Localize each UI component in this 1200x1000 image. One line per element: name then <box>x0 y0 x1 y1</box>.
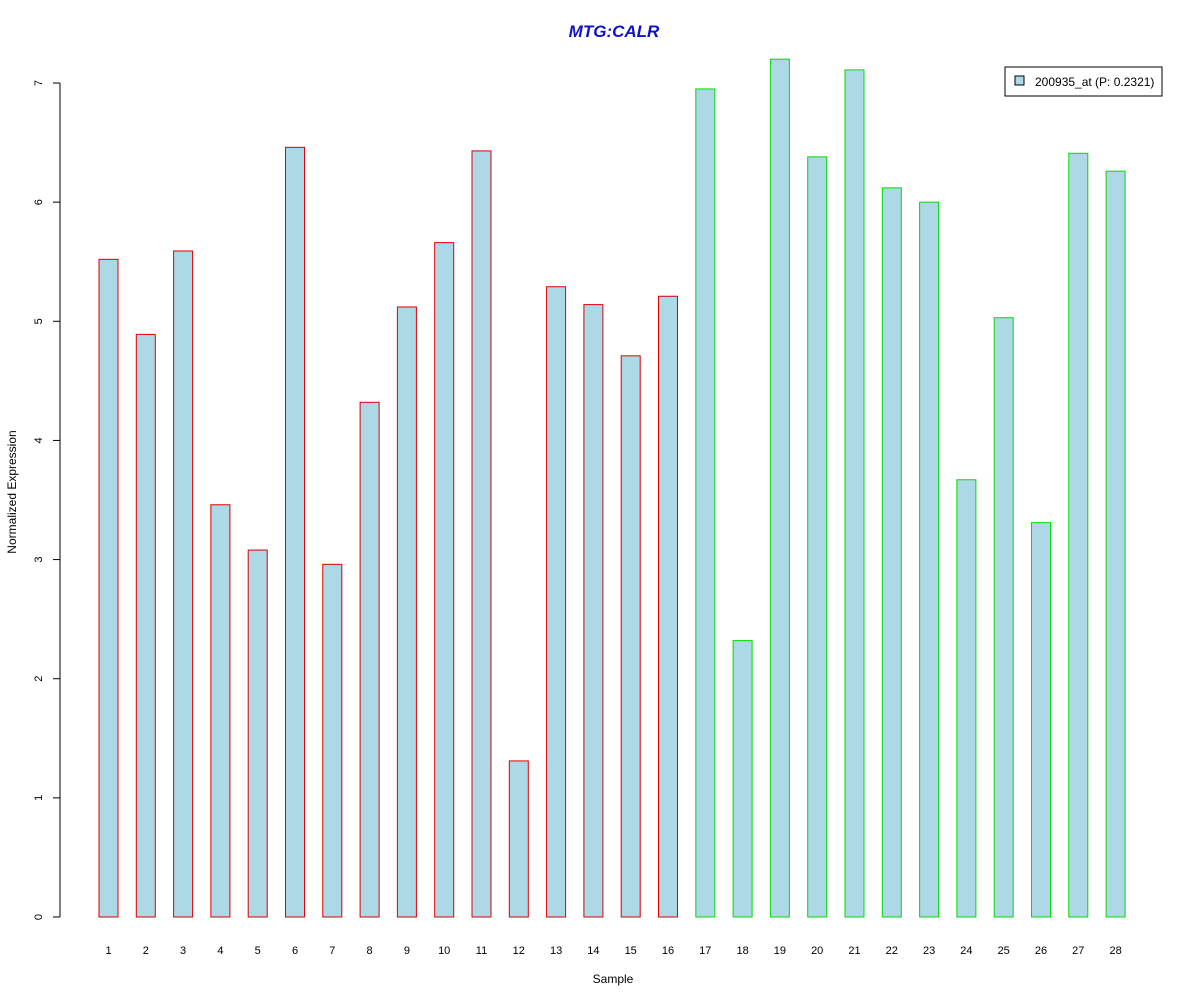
bar-sample-11 <box>471 150 492 918</box>
x-tick-label: 12 <box>513 945 525 957</box>
legend-label: 200935_at (P: 0.2321) <box>1035 75 1154 89</box>
x-tick-label: 9 <box>404 945 410 957</box>
bar-sample-9 <box>396 306 417 918</box>
legend-swatch <box>1014 75 1025 86</box>
bar-sample-22 <box>881 187 902 918</box>
x-tick-label: 19 <box>774 945 786 957</box>
y-axis: 0 1 2 3 4 5 6 7 <box>33 80 61 920</box>
bar-sample-23 <box>919 201 940 918</box>
bar-sample-6 <box>285 146 305 918</box>
bar-sample-8 <box>359 401 380 918</box>
bar-sample-24 <box>956 479 977 918</box>
x-tick-label: 18 <box>736 945 748 957</box>
x-tick-label: 25 <box>998 945 1010 957</box>
y-tick-label: 0 <box>33 914 45 920</box>
bar-sample-5 <box>247 549 268 918</box>
x-tick-label: 10 <box>438 945 450 957</box>
x-tick-label: 17 <box>699 945 711 957</box>
bar-sample-1 <box>98 258 119 918</box>
x-tick-label: 11 <box>476 945 487 957</box>
x-tick-label: 22 <box>886 945 898 957</box>
x-tick-label: 5 <box>255 945 261 957</box>
bar-sample-20 <box>807 156 828 918</box>
chart-title: MTG:CALR <box>569 22 660 41</box>
x-tick-label: 1 <box>105 945 111 957</box>
legend: 200935_at (P: 0.2321) <box>1004 66 1163 97</box>
x-tick-label: 24 <box>960 945 972 957</box>
legend-box <box>1004 66 1163 97</box>
bar-sample-10 <box>434 242 455 918</box>
bar-sample-19 <box>769 58 790 918</box>
x-tick-label: 15 <box>625 945 637 957</box>
bar-sample-12 <box>508 760 529 918</box>
bars <box>98 58 1126 918</box>
y-tick-label: 6 <box>33 199 45 205</box>
y-axis-label: Normalized Expression <box>5 430 19 553</box>
bar-sample-26 <box>1031 522 1051 918</box>
bar-sample-21 <box>844 69 865 918</box>
bar-sample-13 <box>546 286 567 918</box>
y-tick-label: 3 <box>33 557 45 563</box>
x-tick-label: 2 <box>143 945 149 957</box>
x-tick-label: 6 <box>292 945 298 957</box>
x-tick-labels: 1 2 3 4 5 6 7 8 9 10 11 12 13 14 15 16 17 18 19 20 21 22 23 24 2… <box>105 945 1121 957</box>
bar-sample-14 <box>583 304 604 918</box>
x-tick-label: 14 <box>587 945 599 957</box>
bar-sample-4 <box>210 504 231 918</box>
x-tick-label: 4 <box>217 945 223 957</box>
x-tick-label: 28 <box>1109 945 1121 957</box>
x-tick-label: 8 <box>367 945 373 957</box>
bar-sample-2 <box>135 333 156 918</box>
y-tick-label: 2 <box>33 676 45 682</box>
bar-sample-27 <box>1068 152 1089 918</box>
bar-sample-25 <box>993 317 1014 918</box>
x-tick-label: 16 <box>662 945 674 957</box>
bar-sample-28 <box>1105 170 1126 918</box>
x-tick-label: 27 <box>1072 945 1084 957</box>
y-tick-label: 1 <box>33 795 45 801</box>
bar-sample-17 <box>695 88 716 918</box>
bar-sample-18 <box>732 640 753 918</box>
x-tick-label: 23 <box>923 945 935 957</box>
y-tick-label: 7 <box>33 80 45 86</box>
bar-sample-16 <box>658 295 678 918</box>
bar-sample-15 <box>620 355 641 918</box>
bar-sample-7 <box>322 563 343 918</box>
x-tick-label: 7 <box>329 945 335 957</box>
x-tick-label: 13 <box>550 945 562 957</box>
bar-sample-3 <box>173 250 194 918</box>
x-tick-label: 21 <box>848 945 860 957</box>
y-tick-label: 4 <box>33 437 45 443</box>
x-tick-label: 3 <box>180 945 186 957</box>
x-tick-label: 26 <box>1035 945 1047 957</box>
x-tick-label: 20 <box>811 945 823 957</box>
x-axis-label: Sample <box>593 972 634 986</box>
y-ticks: 0 1 2 3 4 5 6 7 <box>33 80 60 920</box>
y-tick-label: 5 <box>33 318 45 324</box>
